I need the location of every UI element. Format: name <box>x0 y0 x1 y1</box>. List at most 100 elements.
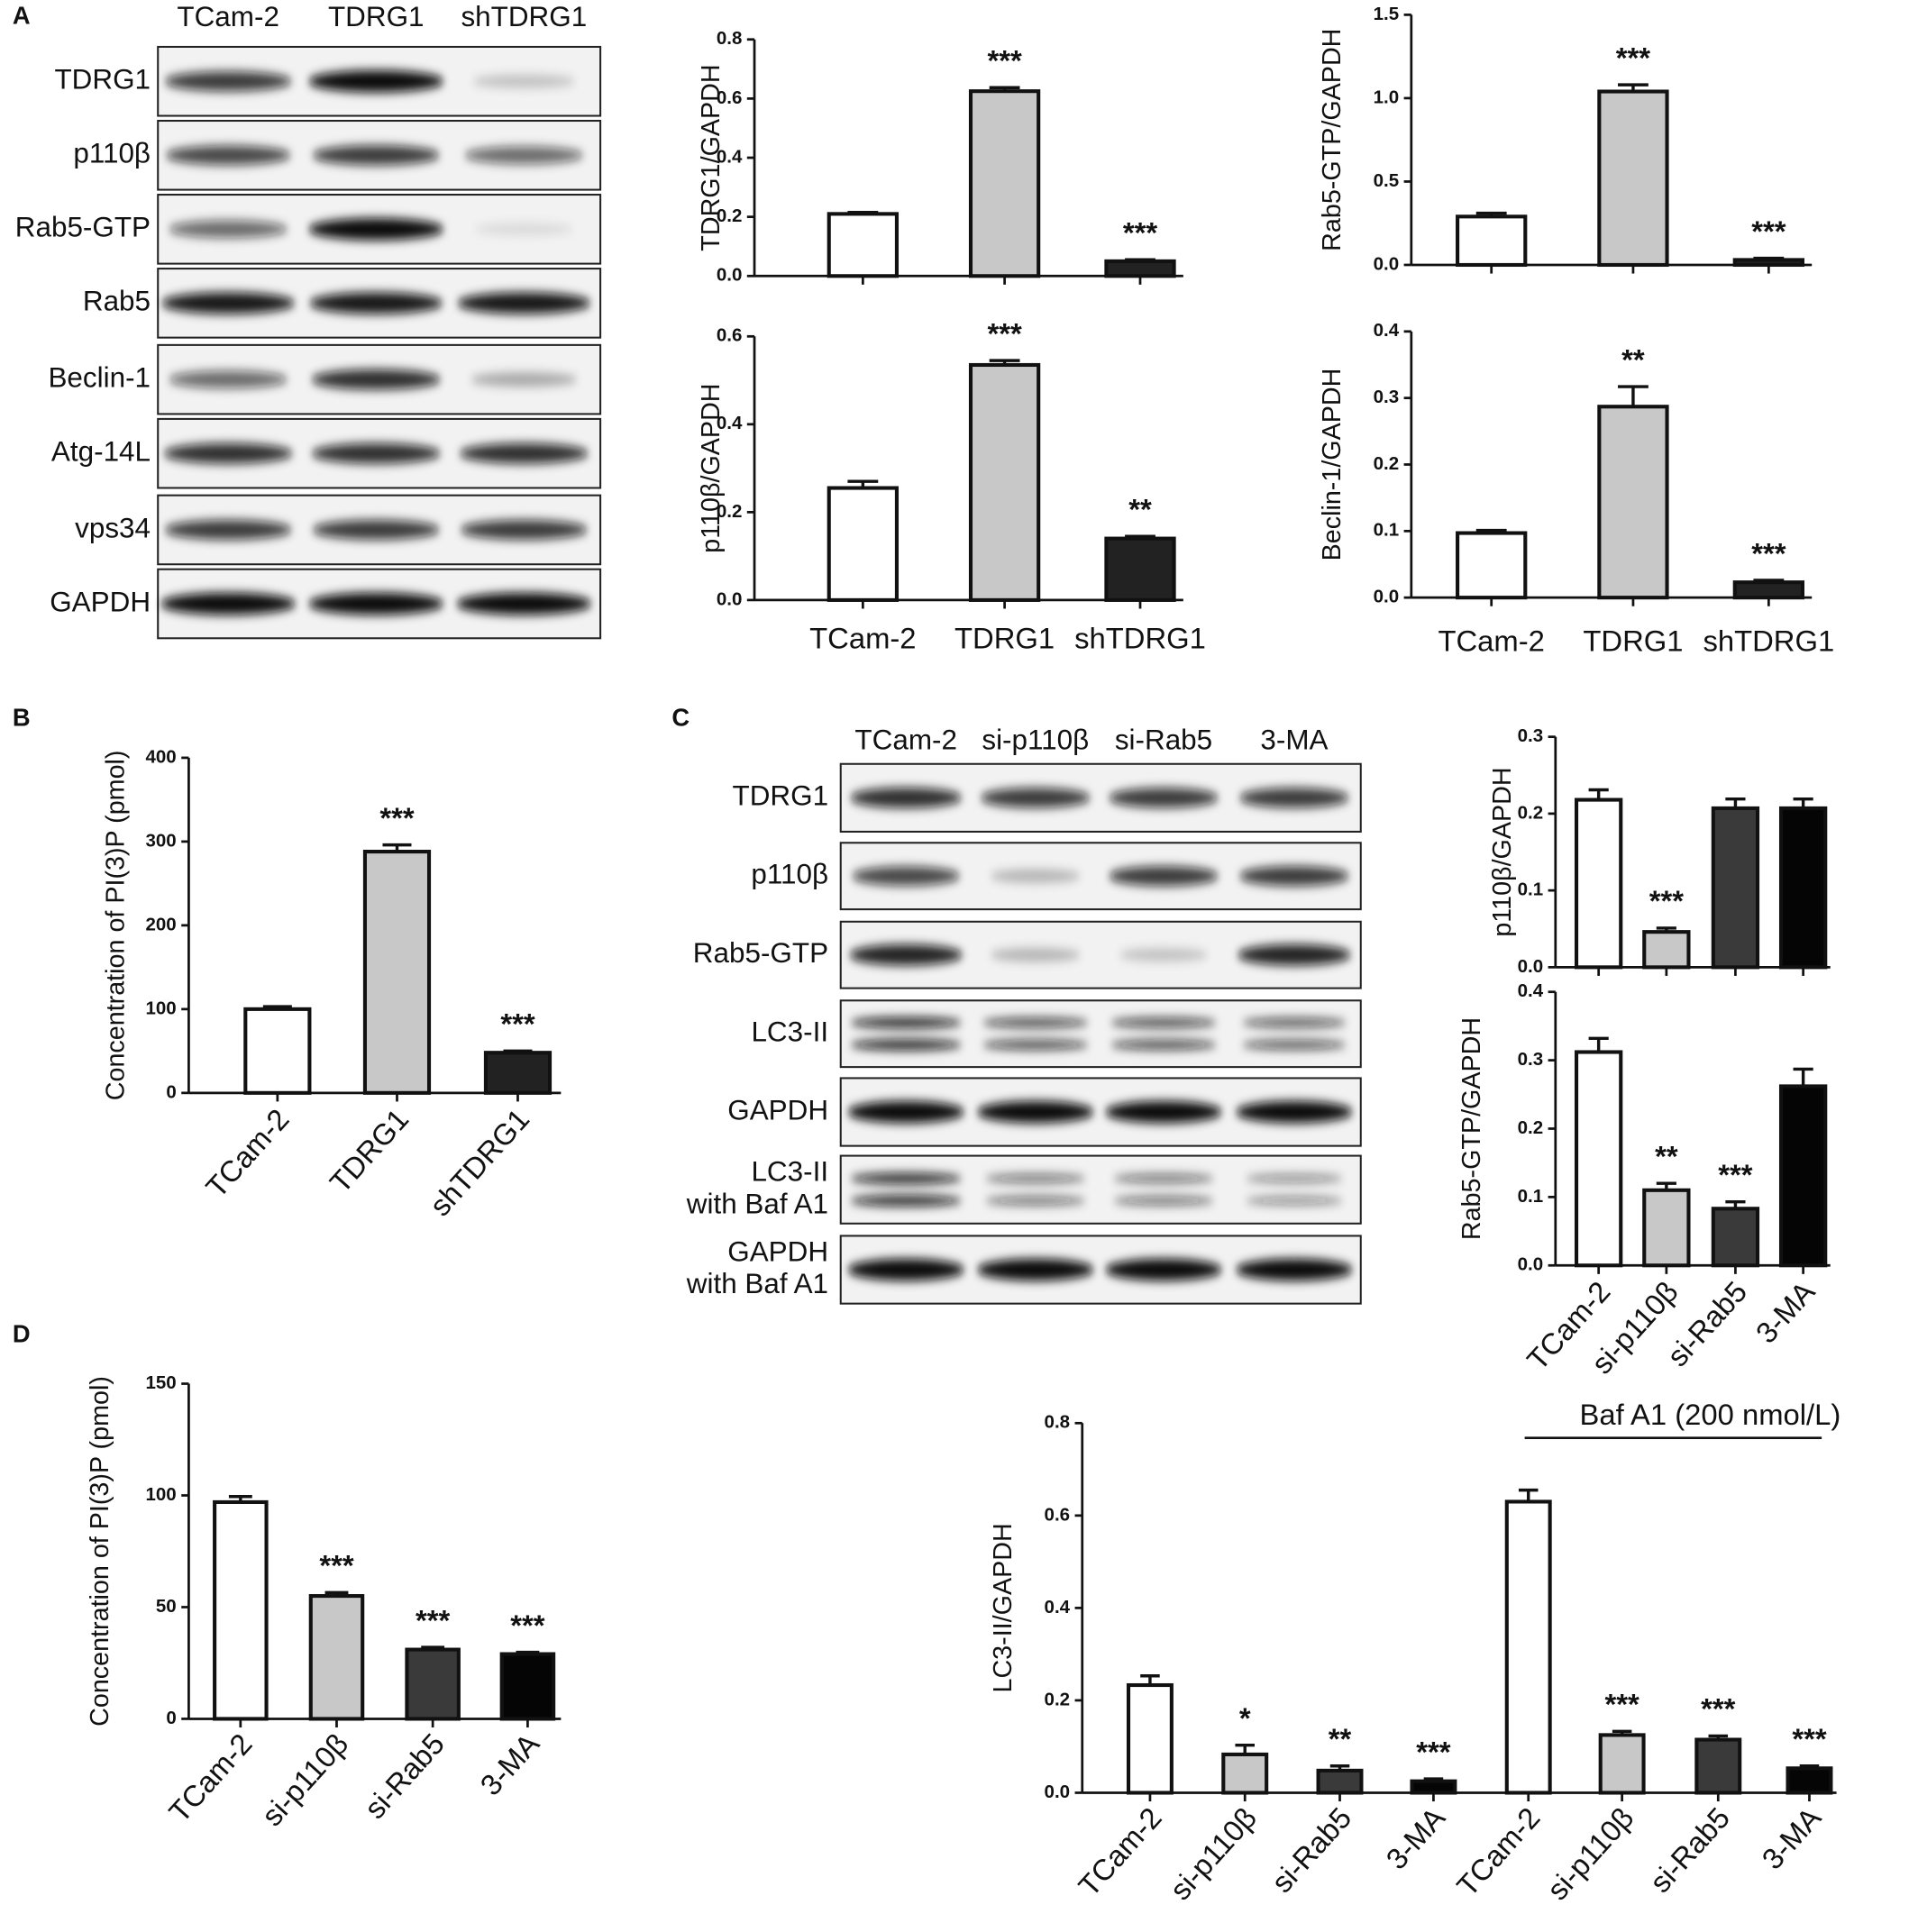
x-tick-label: TCam-2 <box>162 1727 259 1828</box>
y-axis-title: TDRG1/GAPDH <box>697 64 726 251</box>
band <box>459 442 589 464</box>
band <box>849 944 964 966</box>
y-tick-label: 1.0 <box>1374 87 1399 107</box>
blot-row-label: Rab5 <box>83 286 151 317</box>
significance: *** <box>1123 216 1158 250</box>
y-tick-label: 0.2 <box>1374 453 1399 474</box>
band <box>850 1195 963 1207</box>
blot-row-label: Atg-14L <box>51 435 151 467</box>
x-tick-label: 3-MA <box>1749 1275 1822 1350</box>
y-tick-label: 0.1 <box>1374 520 1399 541</box>
bar <box>1504 1499 1552 1795</box>
significance: ** <box>1128 493 1152 526</box>
bands <box>849 944 1351 966</box>
blot-row-label: LC3-II <box>751 1016 828 1048</box>
y-tick-label: 0.4 <box>1518 980 1544 1001</box>
y-tick-label: 0 <box>166 1081 176 1102</box>
significance: *** <box>379 801 415 834</box>
bar <box>827 212 899 278</box>
bar <box>1221 1752 1269 1795</box>
y-tick-label: 0.4 <box>717 146 743 167</box>
band <box>1108 788 1219 808</box>
x-tick-label: 3-MA <box>473 1727 545 1801</box>
bar <box>1104 259 1176 278</box>
y-axis-title: Rab5-GTP/GAPDH <box>1457 1017 1486 1240</box>
band <box>984 1173 1086 1184</box>
x-tick-label: TDRG1 <box>1583 624 1683 657</box>
band <box>990 948 1082 962</box>
significance: *** <box>1751 536 1786 570</box>
y-tick-label: 0.3 <box>1374 387 1399 407</box>
band <box>472 74 576 88</box>
y-axis-title: LC3-II/GAPDH <box>989 1523 1018 1692</box>
x-tick-label: si-Rab5 <box>358 1727 451 1825</box>
y-tick-label: 150 <box>146 1372 177 1393</box>
band <box>308 218 444 241</box>
x-tick-label: TCam-2 <box>809 622 916 655</box>
band <box>457 292 591 314</box>
y-tick-label: 0.1 <box>1518 1186 1544 1207</box>
y-tick-label: 0.0 <box>1374 587 1399 607</box>
bands <box>161 292 591 314</box>
band <box>976 1258 1094 1281</box>
band <box>1119 948 1209 962</box>
band <box>1245 1173 1344 1183</box>
band <box>309 292 443 314</box>
significance: *** <box>416 1603 451 1636</box>
bands <box>847 1258 1353 1281</box>
bar <box>1778 1084 1828 1268</box>
band <box>164 519 292 541</box>
y-tick-label: 100 <box>146 1484 177 1505</box>
lane-label: 3-MA <box>1260 724 1328 755</box>
band <box>982 1039 1089 1051</box>
bar <box>1574 1050 1623 1268</box>
bar <box>1316 1768 1364 1795</box>
band <box>1110 1017 1218 1028</box>
bar <box>483 1051 553 1095</box>
bands <box>850 787 1349 808</box>
y-tick-label: 0.6 <box>1045 1504 1071 1525</box>
y-tick-label: 0.2 <box>1045 1689 1071 1709</box>
bands <box>847 1100 1353 1124</box>
band <box>982 1017 1089 1028</box>
band <box>1237 944 1351 966</box>
significance: *** <box>1416 1735 1451 1768</box>
blot-row-label: p110β <box>751 858 828 889</box>
band <box>850 787 963 808</box>
blot-row-label: with Baf A1 <box>686 1268 828 1299</box>
y-axis-title: p110β/GAPDH <box>1488 767 1517 936</box>
band <box>470 372 578 387</box>
x-tick-label: si-Rab5 <box>1265 1800 1357 1899</box>
blot-row-label: LC3-II <box>751 1156 828 1188</box>
bar <box>1711 806 1760 970</box>
band <box>1110 1039 1218 1051</box>
band <box>164 71 292 92</box>
band <box>980 788 1091 808</box>
x-tick-label: TDRG1 <box>954 622 1055 655</box>
blot-row-label: TDRG1 <box>733 780 829 812</box>
band <box>850 1172 963 1185</box>
significance: * <box>1239 1701 1251 1735</box>
band <box>1241 1039 1347 1051</box>
band <box>464 146 584 165</box>
blot-row-label: GAPDH <box>727 1236 828 1268</box>
x-tick-label: TCam-2 <box>1072 1800 1168 1902</box>
band <box>1245 1196 1344 1206</box>
y-tick-label: 0.0 <box>717 265 742 286</box>
lane-label: TCam-2 <box>854 724 957 755</box>
y-axis-title: Rab5-GTP/GAPDH <box>1318 29 1347 251</box>
x-tick-label: shTDRG1 <box>1703 624 1834 657</box>
significance: *** <box>1649 884 1685 917</box>
significance: *** <box>510 1608 545 1642</box>
band <box>1105 1258 1222 1281</box>
bar <box>1598 1733 1646 1795</box>
y-tick-label: 0.3 <box>1518 1049 1544 1070</box>
y-tick-label: 300 <box>146 830 177 851</box>
band <box>850 1039 963 1051</box>
bands <box>164 519 589 541</box>
y-tick-label: 0 <box>166 1708 176 1728</box>
x-tick-label: si-Rab5 <box>1643 1800 1736 1899</box>
band <box>163 442 293 464</box>
band <box>474 223 574 236</box>
